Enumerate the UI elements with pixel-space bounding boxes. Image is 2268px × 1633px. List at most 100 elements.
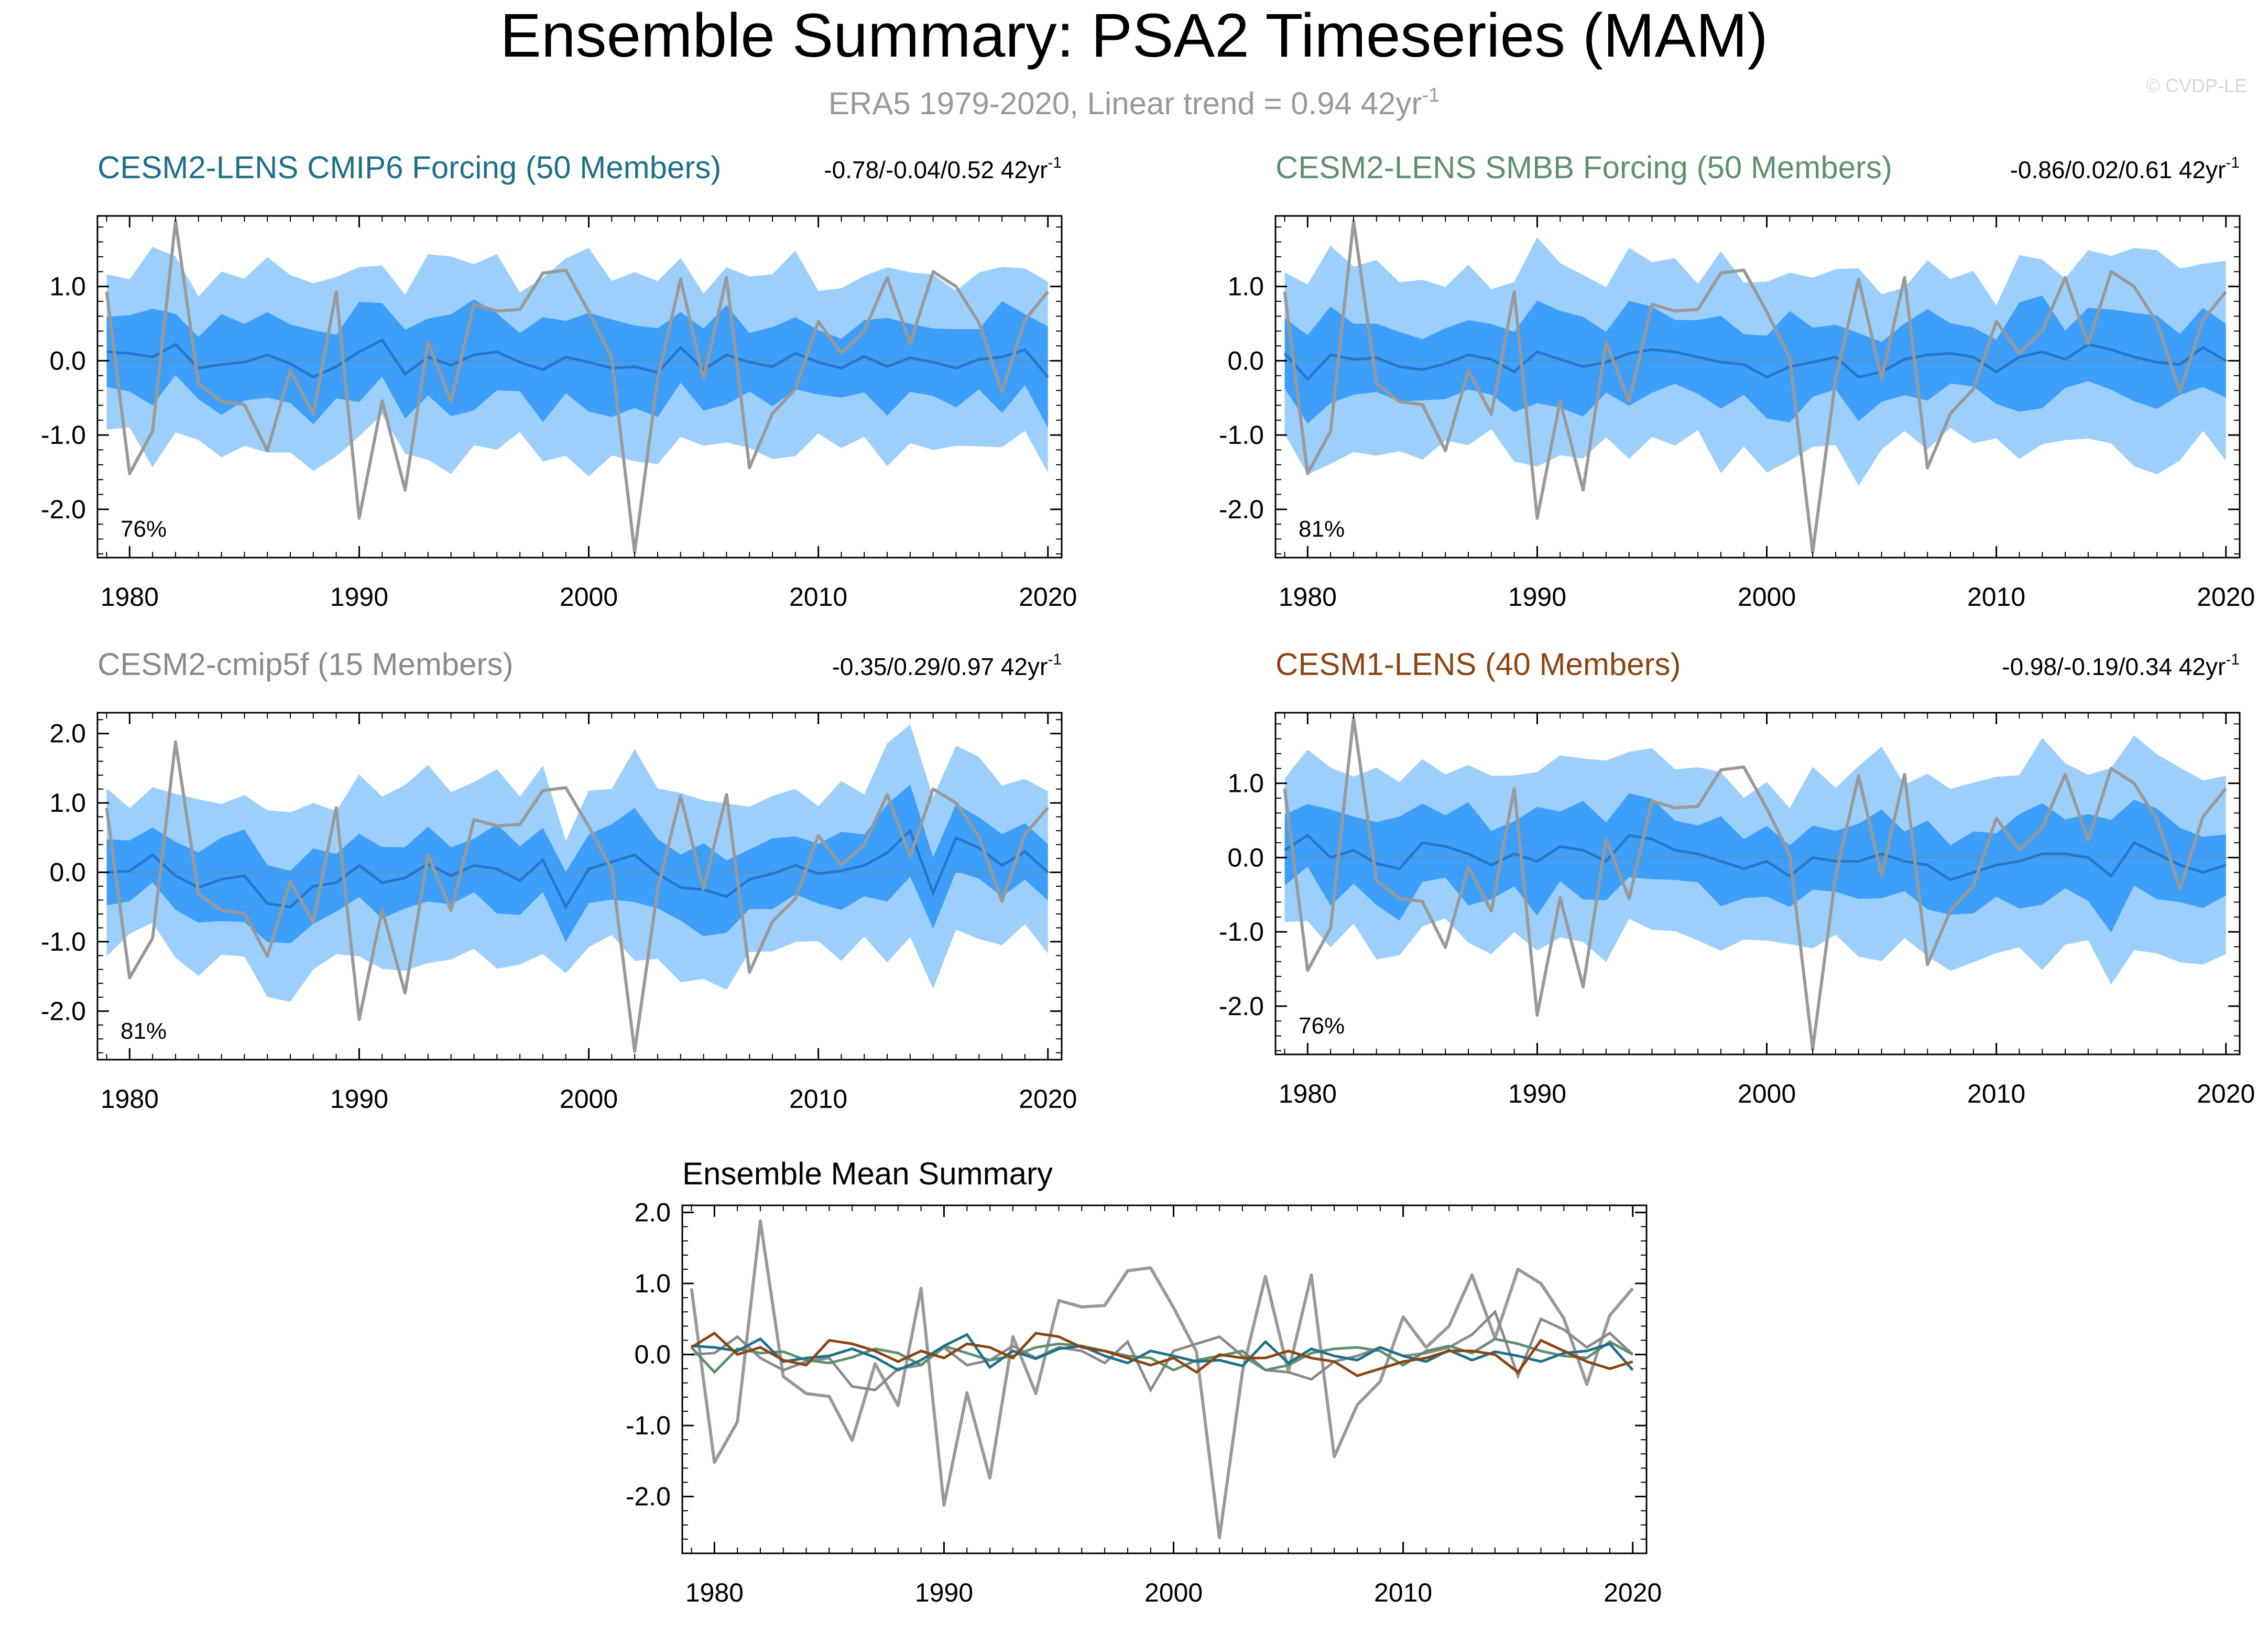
y-tick-label: 0.0 <box>49 346 86 375</box>
trend-label: -0.35/0.29/0.97 42yr-1 <box>832 651 1062 680</box>
y-tick-label: 1.0 <box>1227 272 1264 301</box>
panel-title: CESM1-LENS (40 Members) <box>1275 647 1681 682</box>
summary-line-era5 <box>690 1219 1634 1540</box>
panel-bottom-center: 1980 1990 2000 2010 2020 2.0 1.0 0.0 -1.0 -2.0 Ens… <box>626 1156 1662 1607</box>
x-tick-label: 2000 <box>560 582 618 612</box>
y-tick-label: 2.0 <box>634 1198 671 1227</box>
x-tick-label: 1990 <box>330 582 388 612</box>
plot-frame <box>681 1204 1648 1554</box>
percent-label: 76% <box>1299 1013 1345 1039</box>
trend-label: -0.86/0.02/0.61 42yr-1 <box>2010 154 2240 183</box>
x-tick-label: 2020 <box>1019 582 1077 612</box>
trend-text: -0.78/-0.04/0.52 42yr <box>824 156 1048 183</box>
panel-top-left: 1980 1990 2000 2010 2020 1.0 0.0 -1.0 -2.0 CESM2-… <box>41 150 1077 612</box>
percent-label: 81% <box>1299 516 1345 542</box>
watermark: © CVDP-LE <box>2146 75 2247 96</box>
observed-era5-line <box>1283 219 2228 554</box>
x-tick-label: 2010 <box>789 1084 847 1114</box>
panel-title: Ensemble Mean Summary <box>682 1156 1053 1191</box>
observed-era5-line <box>1283 716 2228 1051</box>
figure-title: Ensemble Summary: PSA2 Timeseries (MAM) <box>500 1 1768 70</box>
x-tick-label: 1980 <box>1279 1079 1337 1108</box>
ensemble-mean-line <box>106 338 1049 379</box>
x-tick-label: 1990 <box>330 1084 388 1114</box>
panel-title: CESM2-cmip5f (15 Members) <box>97 647 514 682</box>
x-tick-label: 1990 <box>1508 1079 1566 1108</box>
ensemble-mean-line <box>1283 343 2227 382</box>
x-tick-label: 2020 <box>1019 1084 1077 1114</box>
ensemble-spread-inner-band <box>1284 295 2226 424</box>
x-tick-label: 2000 <box>1738 582 1796 612</box>
trend-label: -0.78/-0.04/0.52 42yr-1 <box>824 154 1062 183</box>
x-tick-label: 1990 <box>915 1578 973 1607</box>
x-tick-label: 2000 <box>1144 1578 1203 1607</box>
x-tick-label: 2020 <box>1604 1578 1662 1607</box>
y-tick-label: 0.0 <box>1227 346 1264 375</box>
ensemble-mean-line <box>1284 833 2227 881</box>
y-tick-label: 0.0 <box>634 1340 671 1369</box>
y-tick-label: 1.0 <box>49 272 86 301</box>
panel-title: CESM2-LENS CMIP6 Forcing (50 Members) <box>97 150 721 185</box>
y-tick-label: -2.0 <box>626 1482 671 1511</box>
plot-frame <box>96 215 1063 559</box>
percent-label: 81% <box>121 1018 167 1044</box>
plot-frame <box>1274 712 2241 1055</box>
x-tick-label: 2010 <box>1374 1578 1432 1607</box>
x-tick-label: 2010 <box>789 582 847 612</box>
y-tick-label: 1.0 <box>49 788 86 818</box>
x-tick-label: 2020 <box>2197 582 2255 612</box>
y-tick-label: 0.0 <box>49 858 86 887</box>
trend-label: -0.98/-0.19/0.34 42yr-1 <box>2002 651 2240 680</box>
subtitle-exponent: -1 <box>1422 84 1440 106</box>
x-tick-label: 1990 <box>1508 582 1566 612</box>
y-tick-label: -2.0 <box>1219 495 1264 524</box>
y-tick-label: -2.0 <box>41 495 86 524</box>
x-tick-label: 1980 <box>101 1084 159 1114</box>
ensemble-spread-inner-band <box>1284 793 2226 933</box>
trend-text: -0.35/0.29/0.97 42yr <box>832 653 1048 680</box>
summary-line-cesm2-cmip5f <box>691 1309 1634 1393</box>
x-tick-label: 2010 <box>1967 1079 2025 1108</box>
ensemble-spread-inner-band <box>106 785 1048 943</box>
panel-middle-right: 1980 1990 2000 2010 2020 1.0 0.0 -1.0 -2.0 CESM1-… <box>1219 647 2255 1108</box>
y-tick-label: -1.0 <box>41 927 86 956</box>
panel-middle-left: 1980 1990 2000 2010 2020 2.0 1.0 0.0 -1.0 -2.0 CES… <box>41 647 1077 1114</box>
plot-frame <box>1274 215 2241 559</box>
x-tick-label: 1980 <box>685 1578 744 1607</box>
summary-line-cesm1 <box>691 1331 1633 1377</box>
summary-line-cesm2-cmip6 <box>691 1333 1634 1372</box>
observed-era5-line <box>105 219 1050 554</box>
observed-era5-line <box>105 740 1049 1053</box>
panels-group: 1980 1990 2000 2010 2020 1.0 0.0 -1.0 -2.0 CESM2-… <box>41 150 2255 1607</box>
x-tick-label: 2010 <box>1967 582 2025 612</box>
y-tick-label: 0.0 <box>1227 843 1264 872</box>
trend-exponent: -1 <box>2226 651 2240 668</box>
y-tick-label: -1.0 <box>41 420 86 450</box>
x-tick-label: 2000 <box>560 1084 618 1114</box>
y-tick-label: -1.0 <box>1219 420 1264 450</box>
ensemble-spread-inner-band <box>106 299 1048 428</box>
trend-text: -0.86/0.02/0.61 42yr <box>2010 156 2226 183</box>
y-tick-label: -1.0 <box>626 1411 671 1440</box>
subtitle-text: ERA5 1979-2020, Linear trend = 0.94 42yr <box>828 86 1422 121</box>
y-tick-label: 1.0 <box>634 1269 671 1298</box>
trend-exponent: -1 <box>1048 154 1062 171</box>
trend-text: -0.98/-0.19/0.34 42yr <box>2002 653 2226 680</box>
trend-exponent: -1 <box>1048 651 1062 668</box>
figure-subtitle: ERA5 1979-2020, Linear trend = 0.94 42yr… <box>828 84 1440 121</box>
panel-top-right: 1980 1990 2000 2010 2020 1.0 0.0 -1.0 -2.0 CESM2-… <box>1219 150 2255 612</box>
x-tick-label: 1980 <box>101 582 159 612</box>
y-tick-label: 1.0 <box>1227 769 1264 798</box>
y-tick-label: -2.0 <box>1219 992 1264 1021</box>
x-tick-label: 2020 <box>2197 1079 2255 1108</box>
y-tick-label: -2.0 <box>41 996 86 1026</box>
trend-exponent: -1 <box>2226 154 2240 171</box>
panel-title: CESM2-LENS SMBB Forcing (50 Members) <box>1275 150 1892 185</box>
percent-label: 76% <box>121 516 167 542</box>
y-tick-label: 2.0 <box>49 719 86 748</box>
ensemble-mean-line <box>106 828 1049 910</box>
y-tick-label: -1.0 <box>1219 917 1264 946</box>
x-tick-label: 2000 <box>1738 1079 1796 1108</box>
x-tick-label: 1980 <box>1279 582 1337 612</box>
